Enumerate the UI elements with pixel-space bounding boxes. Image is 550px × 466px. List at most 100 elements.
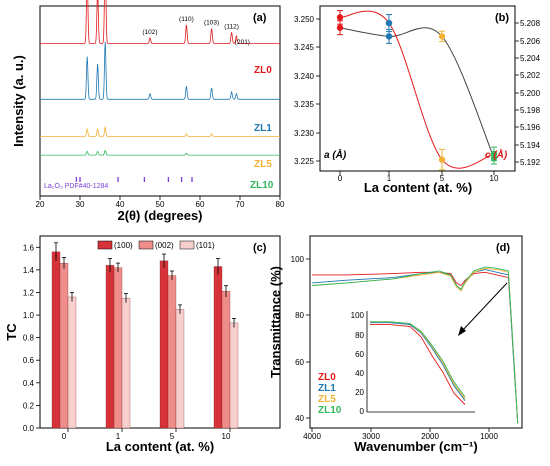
tc-bar-002 [167,275,177,429]
panel-d-xticks: 4000 3000 2000 1000 [303,428,498,441]
panel-b-label: (b) [495,12,509,24]
panel-a-curves [40,0,280,156]
xrd-peak-label: (102) [142,29,157,36]
inset-ytick-label: 40 [355,369,364,378]
lattice-a-point [385,19,393,27]
panel-d-xtick-label: 2000 [421,432,439,441]
panel-d-inset: 0 20 40 60 80 100 [351,311,475,416]
panel-c-ytick-label: 1.6 [23,243,35,252]
panel-b-ytick-label: 3.250 [294,15,315,24]
panel-d-xtick-label: 1000 [480,432,498,441]
panel-b-ytick-right-label: 5.202 [520,71,541,80]
xrd-curve-zl0 [40,0,280,44]
inset-curves [370,321,466,405]
panel-b-ytick-right-label: 5.192 [520,158,541,167]
inset-ytick-label: 20 [355,388,364,397]
panel-c-ytick-label: 1.2 [23,289,35,298]
lattice-a-point [438,156,446,163]
legend-zl10: ZL10 [318,405,342,416]
tc-bar-100 [105,265,115,429]
panel-d-ytick-label: 40 [295,414,304,423]
panel-c-ytick-label: 1.4 [23,266,35,275]
legend-swatch-100 [97,240,113,250]
inset-ytick-label: 100 [351,311,365,320]
panel-b-ytick-right-label: 5.206 [520,37,541,46]
panel-a-xtick-label: 20 [36,200,45,209]
panel-d-xtick-label: 3000 [362,432,380,441]
panel-c-ytick-label: 0.2 [23,401,35,410]
inset-ytick-label: 0 [360,407,365,416]
xrd-curve-zl5 [40,125,280,137]
panel-b-right-ticks: 5.192 5.194 5.196 5.198 5.200 5.202 5.20… [515,19,541,167]
panel-c: (c) TC La content (at. %) 0.0 0.2 0.4 0.… [4,235,281,454]
panel-b-ytick-right-label: 5.208 [520,19,541,28]
legend-label-100: (100) [114,241,133,250]
panel-a-frame [39,5,281,197]
panel-d-ylabel: Transmittance (%) [268,266,283,378]
tc-bar-101 [229,322,239,429]
panel-c-xtick-label: 0 [62,432,67,441]
panel-d-xlabel: Wavenumber (cm⁻¹) [354,439,477,454]
panel-a: (a) Intensity (a. u.) 2(θ) (degrees) 20 … [11,0,285,223]
panel-c-legend: (100) (002) (101) [97,240,215,250]
panel-c-xtick-label: 1 [116,432,121,441]
lattice-a-point [490,150,498,158]
tc-bar-101 [175,309,185,429]
panel-a-sample-zl5: ZL5 [254,159,272,170]
panel-a-label: (a) [253,12,267,24]
legend-label-101: (101) [196,241,215,250]
panel-d-xtick-label: 4000 [303,432,321,441]
legend-zl5: ZL5 [318,394,336,405]
panel-c-ylabel: TC [4,323,19,341]
lattice-c-point [336,24,344,31]
panel-a-ylabel: Intensity (a. u.) [11,55,26,147]
xrd-peak-label: (110) [179,16,194,23]
panel-c-ytick-label: 0.6 [23,356,35,365]
panel-b-ytick-right-label: 5.204 [520,54,541,63]
panel-b-ytick-right-label: 5.200 [520,89,541,98]
panel-b: (b) La content (at. %) 0 1 5 10 3.225 3.… [294,5,541,195]
panel-a-xtick-label: 70 [236,200,245,209]
panel-c-xtick-label: 10 [222,432,231,441]
tc-bar-101 [67,296,77,429]
panel-d-ytick-label: 100 [291,255,305,264]
xrd-peak-label: (201) [235,39,250,46]
panel-b-xlabel: La content (at. %) [364,180,472,195]
lattice-c-curve [339,27,495,159]
panel-c-yticks: 0.0 0.2 0.4 0.6 0.8 1.0 1.2 1.4 1.6 [23,243,40,433]
panel-d: (d) Transmittance (%) Wavenumber (cm⁻¹) … [268,235,523,454]
tc-bar-101 [121,297,131,429]
legend-swatch-101 [179,240,195,250]
panel-d-ytick-label: 80 [295,311,304,320]
inset-pointer-arrow [461,282,508,332]
panel-d-ytick-label: 60 [295,358,304,367]
lattice-c-point [438,33,446,40]
panel-b-xtick-label: 1 [387,174,392,183]
panel-d-curves [311,266,519,424]
panel-a-xtick-label: 80 [276,200,285,209]
tc-bar-100 [51,251,61,429]
panel-d-label: (d) [496,242,510,254]
legend-label-002: (002) [155,241,174,250]
panel-b-xtick-label: 5 [440,174,445,183]
panel-b-c-axis-label: c (Å) [485,148,508,161]
panel-c-label: (c) [253,242,267,254]
tc-bar-100 [213,266,223,429]
legend-zl1: ZL1 [318,383,336,394]
panel-c-ytick-label: 0.4 [23,379,35,388]
panel-b-ytick-right-label: 5.196 [520,123,541,132]
panel-b-a-axis-label: a (Å) [324,148,347,161]
legend-swatch-002 [138,240,154,250]
legend-zl0: ZL0 [318,372,336,383]
inset-ytick-label: 80 [355,331,364,340]
tc-bar-100 [159,260,169,429]
panel-b-ytick-label: 3.235 [294,100,315,109]
panel-b-ytick-label: 3.225 [294,157,315,166]
tc-bar-002 [113,267,123,429]
panel-b-ytick-label: 3.245 [294,43,315,52]
tc-bar-002 [59,262,69,429]
panel-b-ytick-right-label: 5.194 [520,141,541,150]
panel-b-xtick-label: 10 [490,174,499,183]
panel-b-left-ticks: 3.225 3.230 3.235 3.240 3.245 3.250 [294,15,320,166]
